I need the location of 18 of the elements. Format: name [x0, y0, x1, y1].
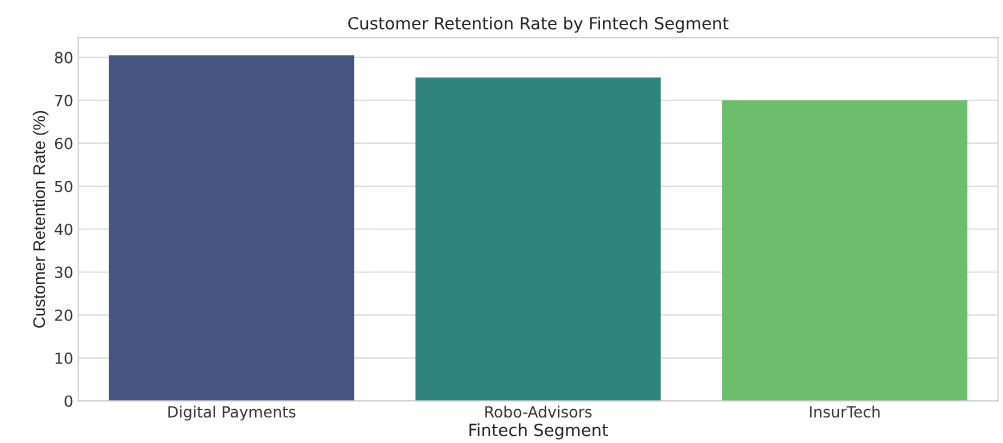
chart-title: Customer Retention Rate by Fintech Segment: [348, 16, 729, 33]
y-tick-label: 70: [55, 94, 73, 107]
y-tick-label: 0: [64, 395, 73, 407]
bar: [722, 100, 968, 401]
bar: [108, 55, 355, 401]
y-tick-label: 20: [55, 309, 73, 322]
x-tick-label: Robo-Advisors: [485, 405, 592, 418]
bar: [415, 77, 661, 401]
y-tick-label: 80: [54, 51, 73, 64]
y-tick-label: 50: [55, 180, 73, 193]
y-axis-title: Customer Retention Rate (%): [32, 111, 49, 328]
y-tick-label: 60: [55, 137, 73, 150]
y-tick-label: 30: [55, 266, 73, 279]
x-axis-title: Fintech Segment: [469, 423, 608, 440]
y-tick-label: 10: [55, 352, 73, 364]
x-tick-label: InsurTech: [810, 405, 880, 418]
x-tick-label: Digital Payments: [168, 405, 296, 421]
y-tick-label: 40: [54, 223, 73, 236]
